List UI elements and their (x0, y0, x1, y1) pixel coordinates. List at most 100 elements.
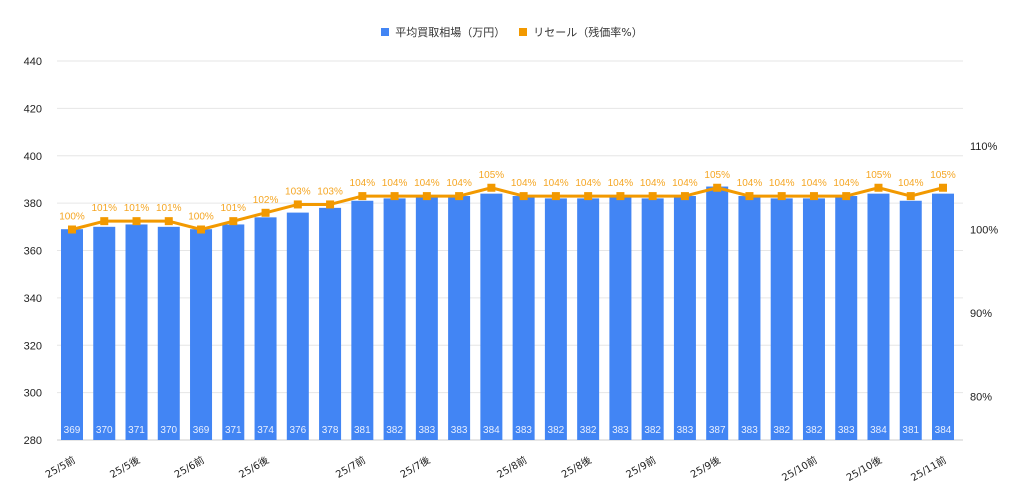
line-marker-icon[interactable] (874, 183, 883, 192)
bar[interactable] (867, 193, 890, 440)
bar[interactable] (190, 229, 213, 440)
line-marker-icon[interactable] (584, 192, 593, 201)
bar[interactable] (706, 186, 729, 440)
bar-value-label: 382 (580, 425, 597, 436)
line-marker-icon[interactable] (551, 192, 560, 201)
bar[interactable] (448, 196, 471, 440)
right-axis-tick: 90% (970, 308, 992, 320)
line-marker-icon[interactable] (648, 192, 657, 201)
bar[interactable] (770, 198, 793, 440)
bar-value-label: 382 (806, 425, 823, 436)
legend-label-line: リセール（残価率%） (533, 26, 643, 39)
line-marker-icon[interactable] (455, 192, 464, 201)
bar[interactable] (609, 196, 632, 440)
line-marker-icon[interactable] (616, 192, 625, 201)
line-marker-icon[interactable] (939, 183, 947, 192)
bar-value-label: 374 (257, 425, 274, 436)
line-value-label: 101% (91, 203, 117, 214)
bar[interactable] (577, 198, 600, 440)
bar[interactable] (544, 198, 567, 440)
bar[interactable] (480, 193, 503, 440)
bar-value-label: 384 (935, 425, 952, 436)
bar-value-label: 383 (612, 425, 629, 436)
bar[interactable] (222, 224, 245, 440)
line-marker-icon[interactable] (132, 217, 141, 226)
bar-value-label: 387 (709, 425, 726, 436)
x-axis-tick: 25/6後 (236, 453, 271, 480)
bar[interactable] (415, 196, 438, 440)
right-axis-tick: 110% (970, 141, 998, 153)
line-marker-icon[interactable] (519, 192, 528, 201)
line-marker-icon[interactable] (229, 217, 238, 226)
line-marker-icon[interactable] (164, 217, 173, 226)
x-axis-tick: 25/10前 (779, 453, 819, 484)
line-value-label: 104% (350, 178, 376, 189)
line-marker-icon[interactable] (487, 183, 496, 192)
line-marker-icon[interactable] (326, 200, 335, 209)
bar[interactable] (351, 200, 374, 440)
line-marker-icon[interactable] (713, 183, 722, 192)
line-marker-icon[interactable] (809, 192, 818, 201)
line-marker-icon[interactable] (422, 192, 431, 201)
bar[interactable] (254, 217, 277, 440)
line-value-label: 101% (156, 203, 182, 214)
line-marker-icon[interactable] (68, 225, 76, 234)
left-axis: 280 300 320 340 360 380 400 420 440 (24, 56, 42, 447)
bar[interactable] (899, 200, 922, 440)
bar-series: 369 370 371 370 369 371 374 376 378 381 382 383 383 3… (61, 186, 954, 440)
line-marker-icon[interactable] (906, 192, 915, 201)
bar[interactable] (319, 207, 342, 440)
bar[interactable] (157, 226, 180, 440)
bar[interactable] (641, 198, 664, 440)
right-axis: 80% 90% 100% 110% (970, 141, 998, 404)
bar[interactable] (383, 198, 406, 440)
bar-value-label: 371 (128, 425, 145, 436)
line-value-label: 104% (414, 178, 440, 189)
line-marker-icon[interactable] (100, 217, 109, 226)
bar-value-label: 383 (838, 425, 855, 436)
line-value-label: 104% (672, 178, 698, 189)
x-axis-tick: 25/7前 (333, 453, 368, 480)
bar-value-label: 371 (225, 425, 242, 436)
bar-value-label: 384 (483, 425, 500, 436)
left-axis-tick: 380 (24, 198, 42, 210)
line-marker-icon[interactable] (261, 208, 270, 217)
right-axis-tick: 100% (970, 225, 998, 237)
bar[interactable] (932, 193, 954, 440)
bar[interactable] (738, 196, 761, 440)
legend-item-bar[interactable]: 平均買取相場（万円） (381, 24, 505, 40)
line-value-label: 104% (833, 178, 859, 189)
line-marker-icon[interactable] (680, 192, 689, 201)
x-axis-tick: 25/9後 (688, 453, 723, 480)
bar-value-label: 382 (773, 425, 790, 436)
bar[interactable] (835, 196, 858, 440)
bar[interactable] (802, 198, 825, 440)
x-axis-tick: 25/6前 (172, 453, 207, 480)
right-axis-tick: 80% (970, 392, 992, 404)
bar[interactable] (673, 196, 696, 440)
legend-item-line[interactable]: リセール（残価率%） (519, 24, 643, 40)
line-marker-icon[interactable] (745, 192, 754, 201)
line-marker-icon[interactable] (197, 225, 206, 234)
line-value-label: 104% (575, 178, 601, 189)
line-marker-icon[interactable] (358, 192, 367, 201)
line-marker-icon[interactable] (293, 200, 302, 209)
bar-value-label: 383 (515, 425, 532, 436)
left-axis-tick: 360 (24, 246, 42, 258)
line-marker-icon[interactable] (842, 192, 851, 201)
line-value-label: 102% (253, 195, 279, 206)
bar[interactable] (512, 196, 535, 440)
line-value-label: 105% (930, 170, 956, 181)
line-value-label: 104% (543, 178, 569, 189)
bar[interactable] (93, 226, 116, 440)
bar[interactable] (125, 224, 148, 440)
x-axis-labels: 25/5前 25/5後 25/6前 25/6後 25/7前 25/7後 25/8前 25/8後… (43, 453, 949, 484)
line-value-label: 100% (59, 212, 85, 223)
line-marker-icon[interactable] (390, 192, 399, 201)
bar[interactable] (61, 229, 83, 440)
bar[interactable] (286, 212, 309, 440)
line-marker-icon[interactable] (777, 192, 786, 201)
x-axis-tick: 25/10後 (844, 453, 884, 484)
bar-value-label: 383 (419, 425, 436, 436)
left-axis-tick: 320 (24, 340, 42, 352)
